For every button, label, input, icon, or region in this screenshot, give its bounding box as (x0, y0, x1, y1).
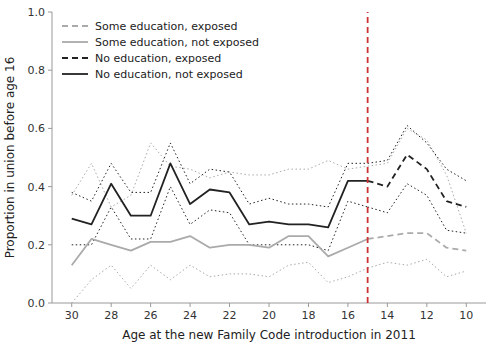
y-tick-label: 0.6 (28, 122, 46, 135)
series-line (72, 163, 368, 227)
reference-line (367, 12, 369, 303)
y-tick (48, 128, 52, 129)
x-tick-label: 14 (380, 309, 394, 322)
y-tick-label: 0.2 (28, 239, 46, 252)
x-tick-label: 20 (262, 309, 276, 322)
x-tick (269, 303, 270, 307)
x-tick-label: 22 (223, 309, 237, 322)
x-tick-label: 28 (104, 309, 118, 322)
x-tick-label: 10 (459, 309, 473, 322)
legend-label: No education, exposed (95, 52, 221, 65)
series-line (72, 236, 368, 265)
x-tick (229, 303, 230, 307)
legend-swatch (62, 73, 88, 75)
y-tick (48, 244, 52, 245)
ci-upper-line (72, 143, 368, 207)
legend-label: No education, not exposed (95, 68, 243, 81)
y-tick (48, 70, 52, 71)
x-tick-label: 16 (341, 309, 355, 322)
x-tick (387, 303, 388, 307)
ci-lower-line (368, 184, 467, 233)
y-tick (48, 303, 52, 304)
x-tick (426, 303, 427, 307)
x-axis-label: Age at the new Family Code introduction … (122, 328, 416, 342)
x-tick (111, 303, 112, 307)
x-tick-label: 26 (144, 309, 158, 322)
ci-upper-line (368, 125, 467, 180)
x-tick-label: 24 (183, 309, 197, 322)
plot-area (72, 12, 467, 303)
x-tick (71, 303, 72, 307)
legend-swatch (62, 41, 88, 43)
y-axis-label: Proportion in union before age 16 (3, 57, 17, 259)
chart: 30 28 26 24 22 20 18 16 14 12 10 0.0 0.2 0.4 0.6 0.8 1.0… (0, 0, 500, 347)
x-tick (308, 303, 309, 307)
series-line (368, 233, 467, 250)
y-tick (48, 186, 52, 187)
x-tick-label: 30 (65, 309, 79, 322)
ci-upper-line (368, 128, 467, 233)
legend: Some education, exposed Some education, n… (62, 20, 259, 81)
legend-label: Some education, not exposed (95, 36, 259, 49)
x-tick-label: 12 (420, 309, 434, 322)
ci-lower-line (72, 187, 368, 251)
ci-lower-line (72, 262, 368, 303)
y-tick-label: 0.4 (28, 181, 46, 194)
y-tick-label: 0.8 (28, 64, 46, 77)
y-axis-line (52, 12, 53, 303)
x-tick-label: 18 (301, 309, 315, 322)
y-tick-label: 1.0 (28, 6, 46, 19)
x-tick (347, 303, 348, 307)
legend-swatch (62, 25, 88, 27)
x-tick (150, 303, 151, 307)
ci-lower-line (368, 259, 467, 276)
x-tick (466, 303, 467, 307)
legend-swatch (62, 57, 88, 59)
y-tick-label: 0.0 (28, 297, 46, 310)
y-tick (48, 12, 52, 13)
x-tick (190, 303, 191, 307)
series-line (368, 155, 467, 207)
ci-upper-line (72, 143, 368, 207)
legend-label: Some education, exposed (95, 20, 238, 33)
